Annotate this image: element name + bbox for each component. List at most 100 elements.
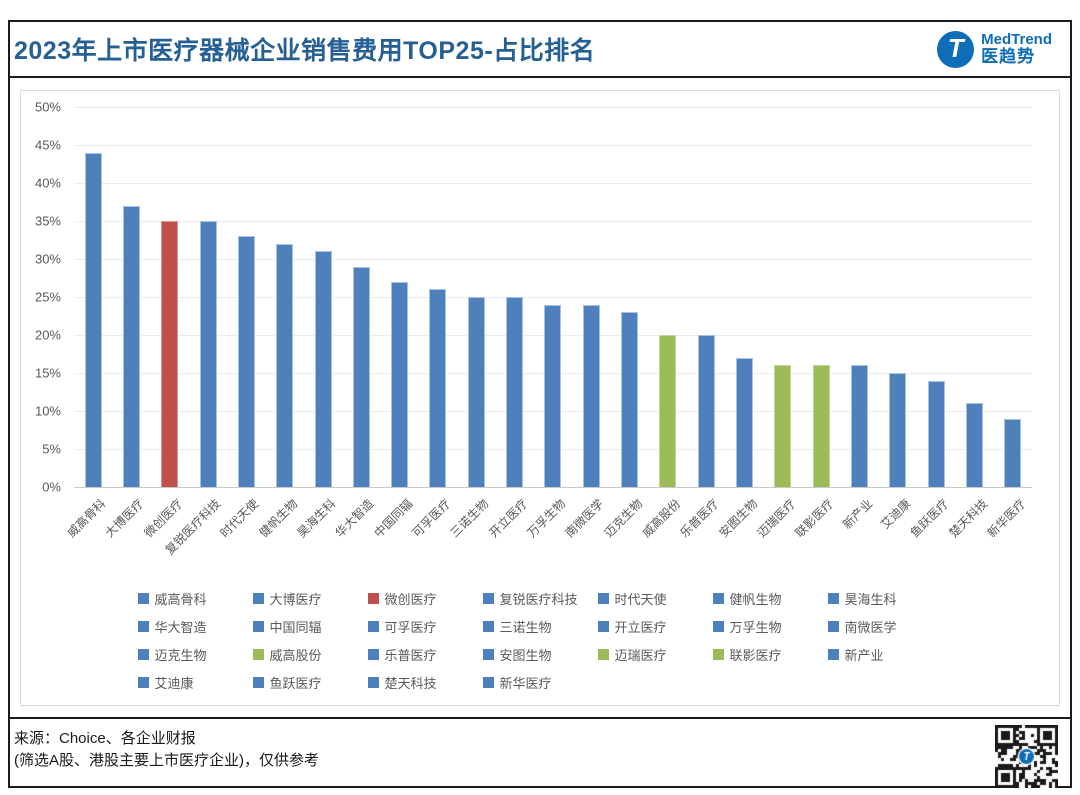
legend-label: 南微医学 <box>844 620 897 635</box>
legend-item: 健帆生物 <box>712 589 828 608</box>
bar-slot <box>917 107 955 487</box>
x-axis-label: 楚天科技 <box>945 496 990 541</box>
legend-label: 健帆生物 <box>729 592 782 607</box>
bar-中国同辐 <box>391 281 409 487</box>
gridline <box>74 183 1032 184</box>
y-axis-tick-label: 30% <box>34 251 61 267</box>
x-axis-label: 安图生物 <box>716 496 760 541</box>
bar-艾迪康 <box>889 373 907 487</box>
legend-label: 昊海生科 <box>844 592 897 607</box>
legend-item: 安图生物 <box>482 645 598 664</box>
x-axis-label: 南微医学 <box>562 496 607 541</box>
bar-slot <box>802 107 840 487</box>
legend-label: 中国同辐 <box>269 620 322 635</box>
legend-swatch-icon <box>827 649 839 660</box>
chart-section: 50% 45% 40% 35% 30% 25% 20% 15% 10% 5% 0% 威高骨科 大博医疗… <box>10 78 1070 717</box>
x-axis-label: 威高骨科 <box>64 496 109 541</box>
page-title: 2023年上市医疗器械企业销售费用TOP25-占比排名 <box>14 37 596 65</box>
bar-slot <box>955 107 993 487</box>
footer: 来源：Choice、各企业财报 (筛选A股、港股主要上市医疗企业)，仅供参考 <box>10 717 1070 788</box>
bar-华大智造 <box>352 266 370 487</box>
y-axis: 50% 45% 40% 35% 30% 25% 20% 15% 10% 5% 0% <box>21 100 74 495</box>
legend-swatch-icon <box>137 677 149 688</box>
y-axis-tick-label: 20% <box>34 327 61 343</box>
legend-swatch-icon <box>712 649 724 660</box>
legend-item: 南微医学 <box>827 617 943 636</box>
plot-row: 50% 45% 40% 35% 30% 25% 20% 15% 10% 5% 0% <box>21 100 1059 495</box>
legend-item: 乐普医疗 <box>367 645 483 664</box>
legend-label: 迈瑞医疗 <box>614 648 667 663</box>
bar-万孚生物 <box>544 304 562 487</box>
legend-swatch-icon <box>482 621 494 632</box>
legend-item: 新华医疗 <box>482 673 598 692</box>
bar-大博医疗 <box>122 205 140 487</box>
legend-item: 三诺生物 <box>482 617 598 636</box>
legend-label: 联影医疗 <box>729 648 782 663</box>
bar-series <box>74 107 1032 487</box>
brand-name-cn: 医趋势 <box>981 46 1036 66</box>
bar-时代天使 <box>237 236 255 487</box>
bar-slot <box>266 107 304 487</box>
bar-南微医学 <box>582 304 600 487</box>
x-axis-label: 时代天使 <box>217 496 262 541</box>
x-axis-labels: 威高骨科 大博医疗 微创医疗 复锐医疗科技 时代天使 健帆生物 昊海生科 华大智造 中国同辐 可孚… <box>65 487 1032 587</box>
y-axis-tick-label: 45% <box>34 137 61 153</box>
legend-swatch-icon <box>597 649 609 660</box>
x-axis-label: 三诺生物 <box>447 496 492 541</box>
bar-威高股份 <box>659 335 677 487</box>
bar-slot <box>457 107 495 487</box>
legend: 威高骨科 大博医疗 微创医疗 复锐医疗科技 时代天使 健帆生物 昊海生科 华大智造 中国同辐 可孚… <box>137 589 943 692</box>
legend-item: 微创医疗 <box>367 589 483 608</box>
legend-item: 迈克生物 <box>137 645 253 664</box>
x-axis-label: 华大智造 <box>332 496 377 541</box>
legend-item: 迈瑞医疗 <box>597 645 713 664</box>
bar-slot <box>112 107 150 487</box>
legend-swatch-icon <box>712 621 724 632</box>
bar-迈瑞医疗 <box>774 365 792 487</box>
legend-item: 新产业 <box>827 645 943 664</box>
legend-label: 万孚生物 <box>729 620 782 635</box>
infographic-poster: 2023年上市医疗器械企业销售费用TOP25-占比排名 T MedTrend 医… <box>8 20 1072 788</box>
bar-slot <box>534 107 572 487</box>
legend-label: 开立医疗 <box>614 620 667 635</box>
x-axis-line <box>74 487 1032 488</box>
legend-label: 迈克生物 <box>154 648 207 663</box>
legend-item: 威高骨科 <box>137 589 253 608</box>
bar-slot <box>879 107 917 487</box>
x-axis-label: 迈瑞医疗 <box>754 496 799 541</box>
legend-label: 乐普医疗 <box>384 648 437 663</box>
legend-swatch-icon <box>252 649 264 660</box>
source-line-1: 来源：Choice、各企业财报 <box>14 730 196 747</box>
legend-item: 时代天使 <box>597 589 713 608</box>
bar-slot <box>342 107 380 487</box>
legend-item: 联影医疗 <box>712 645 828 664</box>
legend-item: 楚天科技 <box>367 673 483 692</box>
legend-item: 可孚医疗 <box>367 617 483 636</box>
bar-slot <box>840 107 878 487</box>
legend-item: 艾迪康 <box>137 673 253 692</box>
bar-安图生物 <box>735 357 753 487</box>
bar-新华医疗 <box>1004 418 1022 487</box>
bar-slot <box>725 107 763 487</box>
legend-swatch-icon <box>827 593 839 604</box>
legend-swatch-icon <box>367 649 379 660</box>
legend-label: 复锐医疗科技 <box>499 592 578 607</box>
x-axis-label: 新产业 <box>839 496 875 532</box>
legend-swatch-icon <box>137 621 149 632</box>
bar-slot <box>994 107 1032 487</box>
bar-联影医疗 <box>812 365 830 487</box>
bar-三诺生物 <box>467 297 485 487</box>
legend-item: 大博医疗 <box>252 589 368 608</box>
bar-威高骨科 <box>84 152 102 487</box>
y-axis-tick-label: 50% <box>34 99 61 115</box>
y-axis-tick-label: 25% <box>34 289 61 305</box>
gridline <box>74 107 1032 108</box>
legend-item: 中国同辐 <box>252 617 368 636</box>
legend-item: 开立医疗 <box>597 617 713 636</box>
brand-name-en: MedTrend <box>981 31 1052 49</box>
legend-swatch-icon <box>367 677 379 688</box>
medtrend-logo-icon: T <box>937 30 975 68</box>
bar-slot <box>687 107 725 487</box>
y-axis-tick-label: 0% <box>42 479 61 495</box>
x-axis-label: 健帆生物 <box>256 496 301 541</box>
